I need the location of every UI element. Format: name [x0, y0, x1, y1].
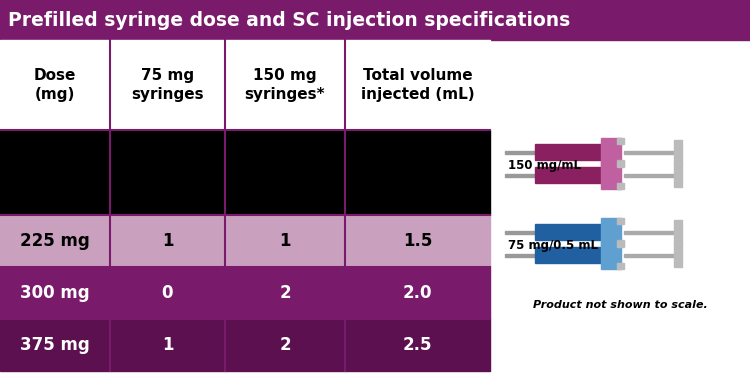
Bar — [617, 263, 624, 269]
Text: 375 mg: 375 mg — [20, 336, 90, 354]
Bar — [674, 220, 682, 244]
Bar — [674, 243, 682, 267]
Text: 300 mg: 300 mg — [20, 284, 90, 302]
Text: 150 mg/mL: 150 mg/mL — [508, 158, 581, 171]
Bar — [617, 183, 624, 188]
Text: Total volume
injected (mL): Total volume injected (mL) — [361, 68, 474, 102]
Bar — [535, 167, 615, 183]
Bar — [0, 0, 750, 40]
Bar — [535, 224, 615, 240]
Bar — [505, 253, 535, 256]
Bar — [0, 40, 490, 130]
Text: 2: 2 — [279, 336, 291, 354]
Bar — [535, 247, 615, 263]
Text: 225 mg: 225 mg — [20, 232, 90, 250]
Bar — [505, 150, 535, 154]
Bar — [674, 163, 682, 187]
Bar — [601, 138, 621, 166]
Bar — [617, 162, 624, 167]
Text: Product not shown to scale.: Product not shown to scale. — [532, 300, 707, 310]
Bar — [0, 215, 490, 267]
Bar — [0, 130, 490, 215]
Text: 2.5: 2.5 — [403, 336, 432, 354]
Bar — [535, 144, 615, 160]
Bar — [617, 160, 624, 166]
Text: 1: 1 — [162, 232, 173, 250]
Text: Prefilled syringe dose and SC injection specifications: Prefilled syringe dose and SC injection … — [8, 11, 570, 30]
Text: 150 mg
syringes*: 150 mg syringes* — [244, 68, 326, 102]
Bar — [624, 150, 674, 154]
Bar — [0, 267, 490, 319]
Text: 75 mg/0.5 mL: 75 mg/0.5 mL — [508, 239, 598, 252]
Bar — [617, 218, 624, 224]
Text: 1: 1 — [279, 232, 291, 250]
Text: 1.5: 1.5 — [403, 232, 432, 250]
Text: 75 mg
syringes: 75 mg syringes — [131, 68, 204, 102]
Text: 2: 2 — [279, 284, 291, 302]
Text: 0: 0 — [162, 284, 173, 302]
Text: 2.0: 2.0 — [403, 284, 432, 302]
Bar — [624, 231, 674, 233]
Bar — [601, 241, 621, 269]
Bar — [674, 140, 682, 164]
Bar — [617, 138, 624, 144]
Bar — [617, 240, 624, 245]
Bar — [617, 241, 624, 247]
Text: Dose
(mg): Dose (mg) — [34, 68, 76, 102]
Bar — [601, 161, 621, 189]
Bar — [505, 231, 535, 233]
Bar — [505, 174, 535, 176]
Bar — [601, 218, 621, 246]
Bar — [0, 319, 490, 371]
Bar — [624, 174, 674, 176]
Bar — [624, 253, 674, 256]
Text: 1: 1 — [162, 336, 173, 354]
